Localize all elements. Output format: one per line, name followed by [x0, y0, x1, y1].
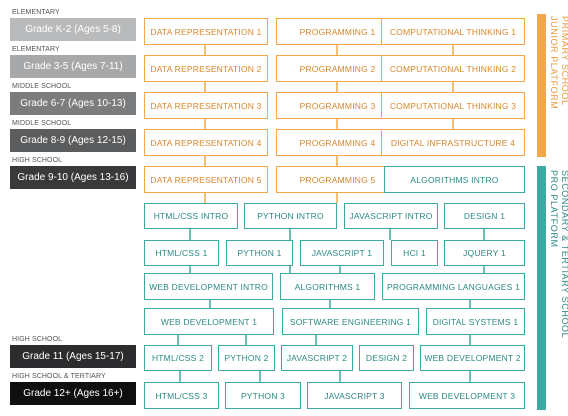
course-box-junior: DATA REPRESENTATION 3	[144, 92, 268, 119]
course-box-junior: PROGRAMMING 3	[276, 92, 399, 119]
course-box-pro: WEB DEVELOPMENT 3	[409, 382, 525, 409]
course-box-pro: PYTHON 1	[226, 240, 293, 266]
stage-label: HIGH SCHOOL	[12, 336, 63, 343]
course-box-pro: WEB DEVELOPMENT 1	[144, 308, 274, 335]
course-box-pro: JAVASCRIPT 2	[281, 345, 353, 371]
grade-block: Grade 9-10 (Ages 13-16)	[10, 166, 136, 189]
course-box-pro: HTML/CSS 1	[144, 240, 219, 266]
stage-label: ELEMENTARY	[12, 46, 60, 53]
course-box-junior: PROGRAMMING 2	[276, 55, 399, 82]
stage-label: HIGH SCHOOL & TERTIARY	[12, 373, 106, 380]
course-box-pro: PYTHON INTRO	[244, 203, 337, 229]
grade-block: Grade 11 (Ages 15-17)	[10, 345, 136, 368]
course-box-junior: DATA REPRESENTATION 5	[144, 166, 268, 193]
pro-platform-line2: PRO PLATFORM	[549, 170, 559, 248]
pro-platform-line1: SECONDARY & TERTIARY SCHOOL	[560, 170, 568, 339]
course-box-pro: HTML/CSS 3	[144, 382, 219, 409]
course-box-pro: PROGRAMMING LANGUAGES 1	[382, 273, 525, 300]
course-box-junior: COMPUTATIONAL THINKING 1	[381, 18, 525, 45]
course-box-pro: JAVASCRIPT 1	[300, 240, 384, 266]
course-box-junior: COMPUTATIONAL THINKING 2	[381, 55, 525, 82]
course-box-pro: JAVASCRIPT INTRO	[344, 203, 438, 229]
course-box-pro: JAVASCRIPT 3	[307, 382, 402, 409]
junior-platform-bar	[537, 14, 546, 157]
grade-block: Grade K-2 (Ages 5-8)	[10, 18, 136, 41]
course-box-junior: DIGITAL INFRASTRUCTURE 4	[381, 129, 525, 156]
grade-block: Grade 12+ (Ages 16+)	[10, 382, 136, 405]
course-box-junior: COMPUTATIONAL THINKING 3	[381, 92, 525, 119]
course-box-pro: WEB DEVELOPMENT 2	[420, 345, 525, 371]
course-box-pro: WEB DEVELOPMENT INTRO	[144, 273, 273, 300]
pro-platform-label: SECONDARY & TERTIARY SCHOOL PRO PLATFORM	[548, 170, 568, 410]
junior-platform-label: PRIMARY SCHOOL JUNIOR PLATFORM	[548, 16, 568, 156]
grade-block: Grade 8-9 (Ages 12-15)	[10, 129, 136, 152]
course-box-pro: HCI 1	[391, 240, 438, 266]
course-box-pro: DIGITAL SYSTEMS 1	[426, 308, 525, 335]
course-box-junior: PROGRAMMING 4	[276, 129, 399, 156]
course-box-pro: PYTHON 3	[225, 382, 301, 409]
course-box-junior: DATA REPRESENTATION 4	[144, 129, 268, 156]
grade-block: Grade 6-7 (Ages 10-13)	[10, 92, 136, 115]
course-box-pro: HTML/CSS INTRO	[144, 203, 238, 229]
course-box-junior: DATA REPRESENTATION 1	[144, 18, 268, 45]
course-box-pro: ALGORITHMS 1	[280, 273, 375, 300]
course-box-pro: JQUERY 1	[444, 240, 525, 266]
course-box-pro: SOFTWARE ENGINEERING 1	[282, 308, 419, 335]
course-box-junior: PROGRAMMING 5	[276, 166, 399, 193]
course-box-junior: DATA REPRESENTATION 2	[144, 55, 268, 82]
stage-label: MIDDLE SCHOOL	[12, 120, 72, 127]
stage-label: ELEMENTARY	[12, 9, 60, 16]
pro-platform-bar	[537, 166, 546, 410]
stage-label: HIGH SCHOOL	[12, 157, 63, 164]
course-box-junior: PROGRAMMING 1	[276, 18, 399, 45]
junior-platform-line1: PRIMARY SCHOOL	[560, 16, 568, 106]
course-box-pro: DESIGN 1	[444, 203, 525, 229]
grade-block: Grade 3-5 (Ages 7-11)	[10, 55, 136, 78]
junior-platform-line2: JUNIOR PLATFORM	[549, 16, 559, 110]
stage-label: MIDDLE SCHOOL	[12, 83, 72, 90]
course-box-pro: PYTHON 2	[218, 345, 275, 371]
course-box-pro: DESIGN 2	[359, 345, 414, 371]
course-box-pro: ALGORITHMS INTRO	[384, 166, 525, 193]
course-box-pro: HTML/CSS 2	[144, 345, 212, 371]
